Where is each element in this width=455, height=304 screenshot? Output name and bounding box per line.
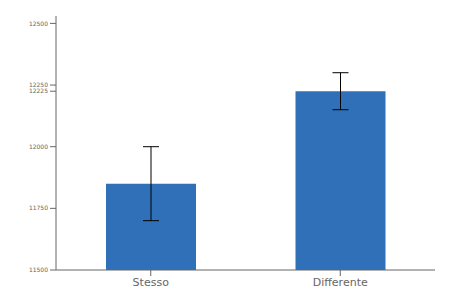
svg-text:12225: 12225	[29, 87, 48, 94]
svg-text:11500: 11500	[29, 266, 48, 273]
svg-text:12250: 12250	[29, 81, 48, 88]
svg-text:Differente: Differente	[313, 276, 368, 289]
svg-text:12000: 12000	[29, 143, 48, 150]
svg-text:12500: 12500	[29, 20, 48, 27]
svg-text:Stesso: Stesso	[133, 276, 170, 289]
svg-text:11750: 11750	[29, 204, 48, 211]
